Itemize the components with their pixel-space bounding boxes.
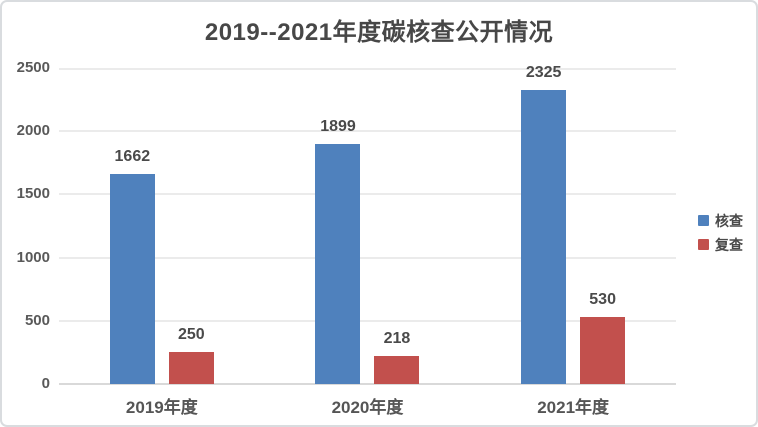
- x-axis-line: [59, 383, 676, 385]
- legend: 核查 复查: [698, 212, 743, 253]
- y-tick-label: 2500: [16, 59, 50, 76]
- legend-label: 核查: [715, 212, 743, 229]
- category-label: 2020年度: [331, 398, 404, 417]
- gridline: [59, 130, 676, 132]
- bar-with-label: 530: [580, 291, 626, 384]
- category-group: 1662 250 2019年度: [109, 68, 214, 417]
- bar-value-label: 2325: [525, 64, 562, 81]
- bar: [315, 144, 361, 384]
- y-tick-label: 1500: [16, 185, 50, 202]
- bar-pair: 1899 218: [315, 118, 420, 384]
- y-tick-label: 2000: [16, 122, 50, 139]
- legend-label: 复查: [715, 236, 743, 253]
- bar-pair: 1662 250: [109, 148, 214, 384]
- gridline: [59, 320, 676, 322]
- plot-area: 1662 250 2019年度 1899 218 2020年度 2325 530 2021年度: [59, 64, 676, 417]
- gridline: [59, 68, 676, 70]
- legend-item: 核查: [698, 212, 743, 229]
- bar-value-label: 1899: [320, 118, 356, 135]
- category-group: 1899 218 2020年度: [315, 68, 420, 417]
- y-axis-labels: 0 500 1000 1500 2000 2500: [2, 59, 50, 392]
- bar-with-label: 250: [168, 326, 214, 384]
- category-label: 2021年度: [537, 398, 610, 417]
- y-tick-label: 500: [24, 312, 50, 329]
- y-tick-label: 0: [41, 375, 50, 392]
- bar: [374, 356, 420, 384]
- chart-title: 2019--2021年度碳核查公开情况: [204, 19, 554, 46]
- legend-swatch: [698, 239, 709, 250]
- bar: [521, 90, 567, 384]
- gridline: [59, 193, 676, 195]
- bar-value-label: 218: [383, 330, 411, 347]
- legend-item: 复查: [698, 236, 743, 253]
- bar: [168, 352, 214, 384]
- y-tick-label: 1000: [16, 249, 50, 266]
- bar-with-label: 1899: [315, 118, 361, 384]
- gridline: [59, 257, 676, 259]
- category-group: 2325 530 2021年度: [521, 64, 626, 417]
- bar-value-label: 1662: [114, 148, 151, 165]
- bar-value-label: 250: [177, 326, 205, 343]
- bar-with-label: 1662: [109, 148, 155, 384]
- bar-value-label: 530: [589, 291, 616, 308]
- legend-swatch: [698, 215, 709, 226]
- bar: [580, 317, 626, 384]
- category-label: 2019年度: [125, 398, 198, 417]
- bar-pair: 2325 530: [521, 64, 626, 384]
- bar: [109, 174, 155, 384]
- bar-with-label: 218: [374, 330, 420, 384]
- bar-groups: 1662 250 2019年度 1899 218 2020年度 2325 530 2021年度: [59, 64, 676, 417]
- bar-with-label: 2325: [521, 64, 567, 384]
